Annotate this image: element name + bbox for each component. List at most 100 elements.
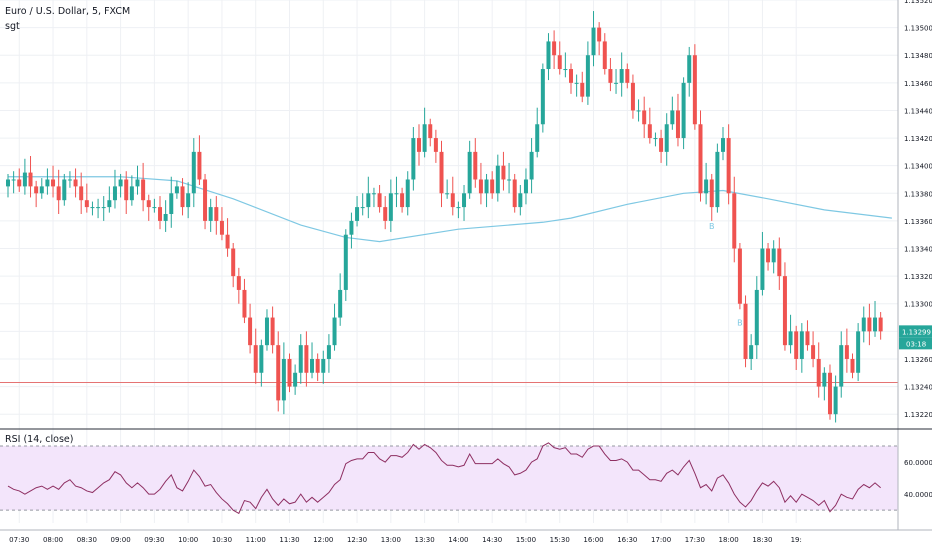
candle-body[interactable] — [591, 27, 596, 56]
candle-body[interactable] — [112, 186, 117, 201]
candle-body[interactable] — [523, 179, 528, 194]
candle-body[interactable] — [816, 358, 821, 387]
candle-body[interactable] — [219, 220, 224, 235]
candle-body[interactable] — [878, 317, 883, 332]
candle-body[interactable] — [355, 207, 360, 221]
candle-body[interactable] — [141, 179, 146, 201]
candle-body[interactable] — [659, 138, 664, 152]
candle-body[interactable] — [822, 372, 827, 387]
candle-body[interactable] — [310, 358, 315, 373]
candle-body[interactable] — [287, 358, 292, 387]
candle-body[interactable] — [794, 331, 799, 359]
candle-body[interactable] — [799, 331, 804, 359]
candle-body[interactable] — [298, 345, 303, 373]
candle-body[interactable] — [574, 82, 579, 84]
candle-body[interactable] — [664, 124, 669, 152]
candle-body[interactable] — [259, 345, 264, 373]
candle-body[interactable] — [557, 55, 562, 70]
candle-body[interactable] — [225, 234, 230, 249]
candle-body[interactable] — [197, 151, 202, 180]
candle-body[interactable] — [630, 82, 635, 111]
candle-body[interactable] — [180, 186, 185, 208]
candle-body[interactable] — [805, 331, 810, 346]
candle-body[interactable] — [377, 193, 382, 208]
candle-body[interactable] — [203, 179, 208, 221]
candle-body[interactable] — [90, 207, 95, 209]
candle-body[interactable] — [512, 179, 517, 208]
candle-body[interactable] — [169, 193, 174, 214]
candle-body[interactable] — [597, 27, 602, 42]
candle-body[interactable] — [681, 82, 686, 139]
candle-body[interactable] — [788, 331, 793, 346]
indicator-label[interactable]: sgt — [5, 21, 20, 32]
candle-body[interactable] — [433, 138, 438, 152]
candle-body[interactable] — [422, 124, 427, 152]
candle-body[interactable] — [692, 55, 697, 125]
candle-body[interactable] — [771, 248, 776, 263]
candle-body[interactable] — [152, 207, 157, 209]
candle-body[interactable] — [518, 193, 523, 208]
candle-body[interactable] — [416, 138, 421, 152]
candle-body[interactable] — [129, 186, 134, 201]
candle-body[interactable] — [850, 358, 855, 373]
candle-body[interactable] — [473, 151, 478, 180]
candle-body[interactable] — [777, 248, 782, 277]
candle-body[interactable] — [231, 248, 236, 277]
candle-body[interactable] — [867, 317, 872, 332]
rsi-line[interactable] — [7, 442, 881, 515]
candle-body[interactable] — [844, 345, 849, 359]
candle-body[interactable] — [450, 193, 455, 208]
candle-body[interactable] — [135, 179, 140, 187]
candle-body[interactable] — [315, 358, 320, 373]
candle-body[interactable] — [653, 138, 658, 140]
candle-body[interactable] — [782, 276, 787, 346]
candle-body[interactable] — [73, 179, 78, 187]
candle-body[interactable] — [602, 41, 607, 70]
candle-body[interactable] — [698, 124, 703, 194]
candle-body[interactable] — [687, 55, 692, 83]
candle-body[interactable] — [343, 234, 348, 290]
candle-body[interactable] — [766, 248, 771, 263]
candle-body[interactable] — [242, 289, 247, 318]
price-axis-labels[interactable]: 1.132201.132401.132601.132801.133001.133… — [904, 0, 932, 419]
candle-body[interactable] — [6, 179, 10, 187]
candle-body[interactable] — [208, 207, 213, 221]
candle-body[interactable] — [704, 179, 709, 194]
candle-body[interactable] — [28, 172, 33, 187]
candle-body[interactable] — [332, 317, 337, 346]
candle-body[interactable] — [349, 220, 354, 235]
candle-body[interactable] — [827, 372, 832, 415]
candle-body[interactable] — [608, 69, 613, 83]
candle-body[interactable] — [388, 193, 393, 221]
symbol-title[interactable]: Euro / U.S. Dollar, 5, FXCM — [5, 6, 131, 17]
candle-body[interactable] — [861, 317, 866, 332]
candle-body[interactable] — [62, 179, 67, 201]
candle-body[interactable] — [856, 331, 861, 373]
candle-body[interactable] — [552, 41, 557, 56]
candle-body[interactable] — [411, 138, 416, 180]
candle-body[interactable] — [163, 214, 168, 221]
candle-body[interactable] — [191, 151, 196, 194]
candle-body[interactable] — [619, 69, 624, 83]
candle-body[interactable] — [675, 110, 680, 139]
candle-body[interactable] — [467, 151, 472, 194]
candle-body[interactable] — [546, 41, 551, 70]
candle-body[interactable] — [371, 193, 376, 195]
candle-body[interactable] — [326, 345, 331, 359]
candle-body[interactable] — [56, 186, 61, 201]
candle-body[interactable] — [743, 303, 748, 359]
time-axis-labels[interactable]: 07:30 08:00 08:30 09:00 09:30 10:00 10:30 11:00… — [9, 536, 802, 544]
candle-body[interactable] — [45, 179, 50, 187]
candle-body[interactable] — [276, 345, 281, 401]
candle-body[interactable] — [585, 55, 590, 97]
candle-body[interactable] — [749, 345, 754, 359]
candle-body[interactable] — [22, 172, 27, 187]
candle-body[interactable] — [124, 179, 129, 201]
rsi-axis-labels[interactable]: 40.0000 60.0000 — [904, 459, 932, 499]
candle-body[interactable] — [563, 69, 568, 71]
candle-body[interactable] — [462, 193, 467, 208]
candle-body[interactable] — [394, 193, 399, 195]
candle-body[interactable] — [101, 207, 106, 209]
candle-body[interactable] — [366, 193, 371, 208]
candle-body[interactable] — [67, 179, 72, 181]
